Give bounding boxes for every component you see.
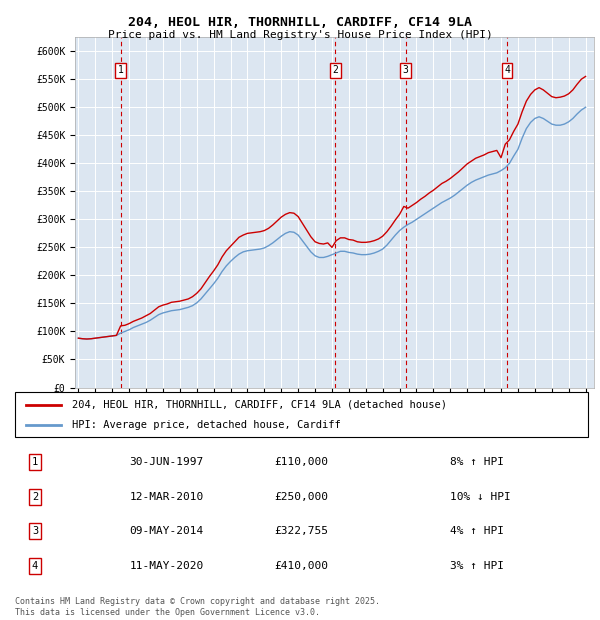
Text: £410,000: £410,000	[275, 560, 329, 571]
Text: £110,000: £110,000	[275, 457, 329, 467]
Text: £250,000: £250,000	[275, 492, 329, 502]
Text: 2: 2	[32, 492, 38, 502]
Text: 11-MAY-2020: 11-MAY-2020	[130, 560, 204, 571]
Text: 2: 2	[332, 66, 338, 76]
Text: 3: 3	[32, 526, 38, 536]
Text: 09-MAY-2014: 09-MAY-2014	[130, 526, 204, 536]
Text: 1: 1	[32, 457, 38, 467]
Text: £322,755: £322,755	[275, 526, 329, 536]
Text: 3: 3	[403, 66, 409, 76]
Text: 8% ↑ HPI: 8% ↑ HPI	[451, 457, 505, 467]
Text: 204, HEOL HIR, THORNHILL, CARDIFF, CF14 9LA (detached house): 204, HEOL HIR, THORNHILL, CARDIFF, CF14 …	[73, 400, 448, 410]
Text: 1: 1	[118, 66, 124, 76]
Text: 4: 4	[504, 66, 510, 76]
FancyBboxPatch shape	[15, 392, 588, 437]
Text: 3% ↑ HPI: 3% ↑ HPI	[451, 560, 505, 571]
Text: 204, HEOL HIR, THORNHILL, CARDIFF, CF14 9LA: 204, HEOL HIR, THORNHILL, CARDIFF, CF14 …	[128, 16, 472, 29]
Text: 12-MAR-2010: 12-MAR-2010	[130, 492, 204, 502]
Text: 30-JUN-1997: 30-JUN-1997	[130, 457, 204, 467]
Text: 4% ↑ HPI: 4% ↑ HPI	[451, 526, 505, 536]
Text: Price paid vs. HM Land Registry's House Price Index (HPI): Price paid vs. HM Land Registry's House …	[107, 30, 493, 40]
Text: Contains HM Land Registry data © Crown copyright and database right 2025.
This d: Contains HM Land Registry data © Crown c…	[15, 598, 380, 617]
Text: 10% ↓ HPI: 10% ↓ HPI	[451, 492, 511, 502]
Text: HPI: Average price, detached house, Cardiff: HPI: Average price, detached house, Card…	[73, 420, 341, 430]
Text: 4: 4	[32, 560, 38, 571]
